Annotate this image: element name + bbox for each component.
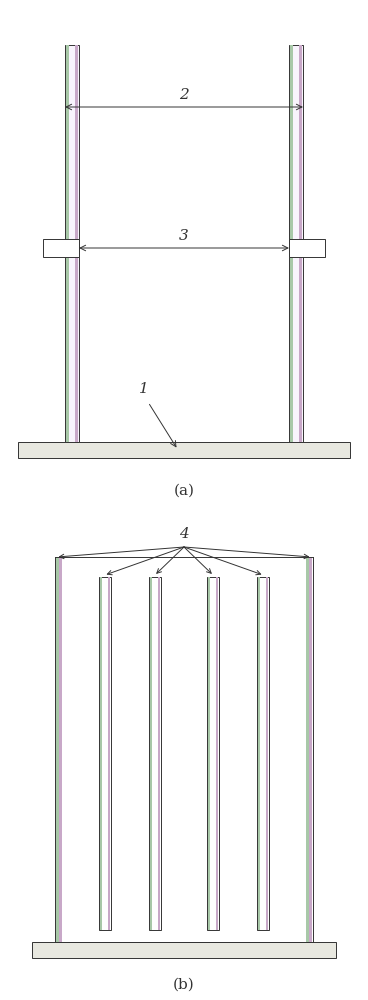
Bar xyxy=(207,577,219,930)
Bar xyxy=(99,577,111,930)
Bar xyxy=(289,239,325,257)
Bar xyxy=(309,557,312,942)
Bar xyxy=(18,442,350,458)
Bar xyxy=(32,942,336,958)
Bar xyxy=(289,45,303,442)
Bar xyxy=(299,45,302,442)
Bar xyxy=(100,577,102,930)
Bar xyxy=(158,577,160,930)
Bar xyxy=(43,239,79,257)
Bar xyxy=(56,557,59,942)
Text: 2: 2 xyxy=(179,88,189,102)
Bar xyxy=(66,45,69,442)
Text: (a): (a) xyxy=(173,484,195,498)
Bar xyxy=(208,577,210,930)
Bar xyxy=(108,577,110,930)
Bar xyxy=(266,577,268,930)
Bar xyxy=(149,577,161,930)
Bar xyxy=(59,557,62,942)
Text: 4: 4 xyxy=(179,527,189,541)
Text: (b): (b) xyxy=(173,978,195,992)
Bar xyxy=(290,45,293,442)
Bar xyxy=(65,45,79,442)
Bar xyxy=(150,577,152,930)
Text: 3: 3 xyxy=(179,229,189,243)
Text: 1: 1 xyxy=(139,382,149,396)
Bar xyxy=(75,45,78,442)
Bar xyxy=(258,577,260,930)
Bar xyxy=(306,557,309,942)
Bar xyxy=(216,577,218,930)
Bar xyxy=(257,577,269,930)
